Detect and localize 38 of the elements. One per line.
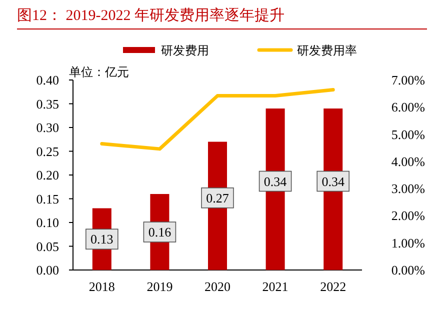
legend-研发费用率: 研发费用率 xyxy=(257,44,357,58)
data-label: 0.27 xyxy=(206,190,230,206)
y-tick-label: 0.25 xyxy=(36,144,59,159)
y2-tick-label: 4.00% xyxy=(391,154,426,169)
text: 单位：亿元 xyxy=(69,65,129,79)
label: 0.34 xyxy=(258,170,292,192)
y-tick-label: 0.30 xyxy=(36,120,59,135)
legend-研发费用: 研发费用 xyxy=(123,44,209,58)
y-tick-label: 0.20 xyxy=(36,168,59,182)
y2-tick-label: 1.00% xyxy=(391,235,426,250)
data-label: 0.13 xyxy=(90,232,114,247)
y-tick-label: 0.40 xyxy=(36,72,59,88)
y2-tick-label: 3.00% xyxy=(391,181,426,196)
y-tick-label: 0.05 xyxy=(36,238,59,254)
label: 0.13 xyxy=(86,228,118,250)
chart-title: 图12： 2019-2022 年研发费用率逐年提升 xyxy=(17,7,284,24)
y2-tick-label: 6.00% xyxy=(391,100,426,115)
label: 0.34 xyxy=(316,170,350,192)
x-tick-label: 2019 xyxy=(146,279,173,294)
label: 0.16 xyxy=(143,222,176,242)
y2-tick-label: 7.00% xyxy=(391,72,426,88)
legend-label: 研发费用率 xyxy=(297,44,357,58)
y2-tick-label: 2.00% xyxy=(391,208,426,224)
y-tick-label: 0.00 xyxy=(36,262,59,278)
x-tick-label: 2020 xyxy=(204,279,230,294)
data-label: 0.34 xyxy=(264,174,288,189)
x-tick-label: 2022 xyxy=(320,279,346,294)
data-label: 0.16 xyxy=(148,224,172,240)
y-tick-label: 0.10 xyxy=(36,215,59,230)
legend-label: 研发费用 xyxy=(161,44,209,58)
y2-tick-label: 0.00% xyxy=(391,262,426,278)
data-label: 0.34 xyxy=(322,174,345,189)
label: 0.27 xyxy=(201,187,234,208)
y2-tick-label: 5.00% xyxy=(391,126,426,142)
y-tick-label: 0.35 xyxy=(36,96,59,112)
x-tick-label: 2018 xyxy=(88,279,115,294)
x-tick-label: 2021 xyxy=(262,279,288,294)
y-tick-label: 0.15 xyxy=(36,191,59,206)
